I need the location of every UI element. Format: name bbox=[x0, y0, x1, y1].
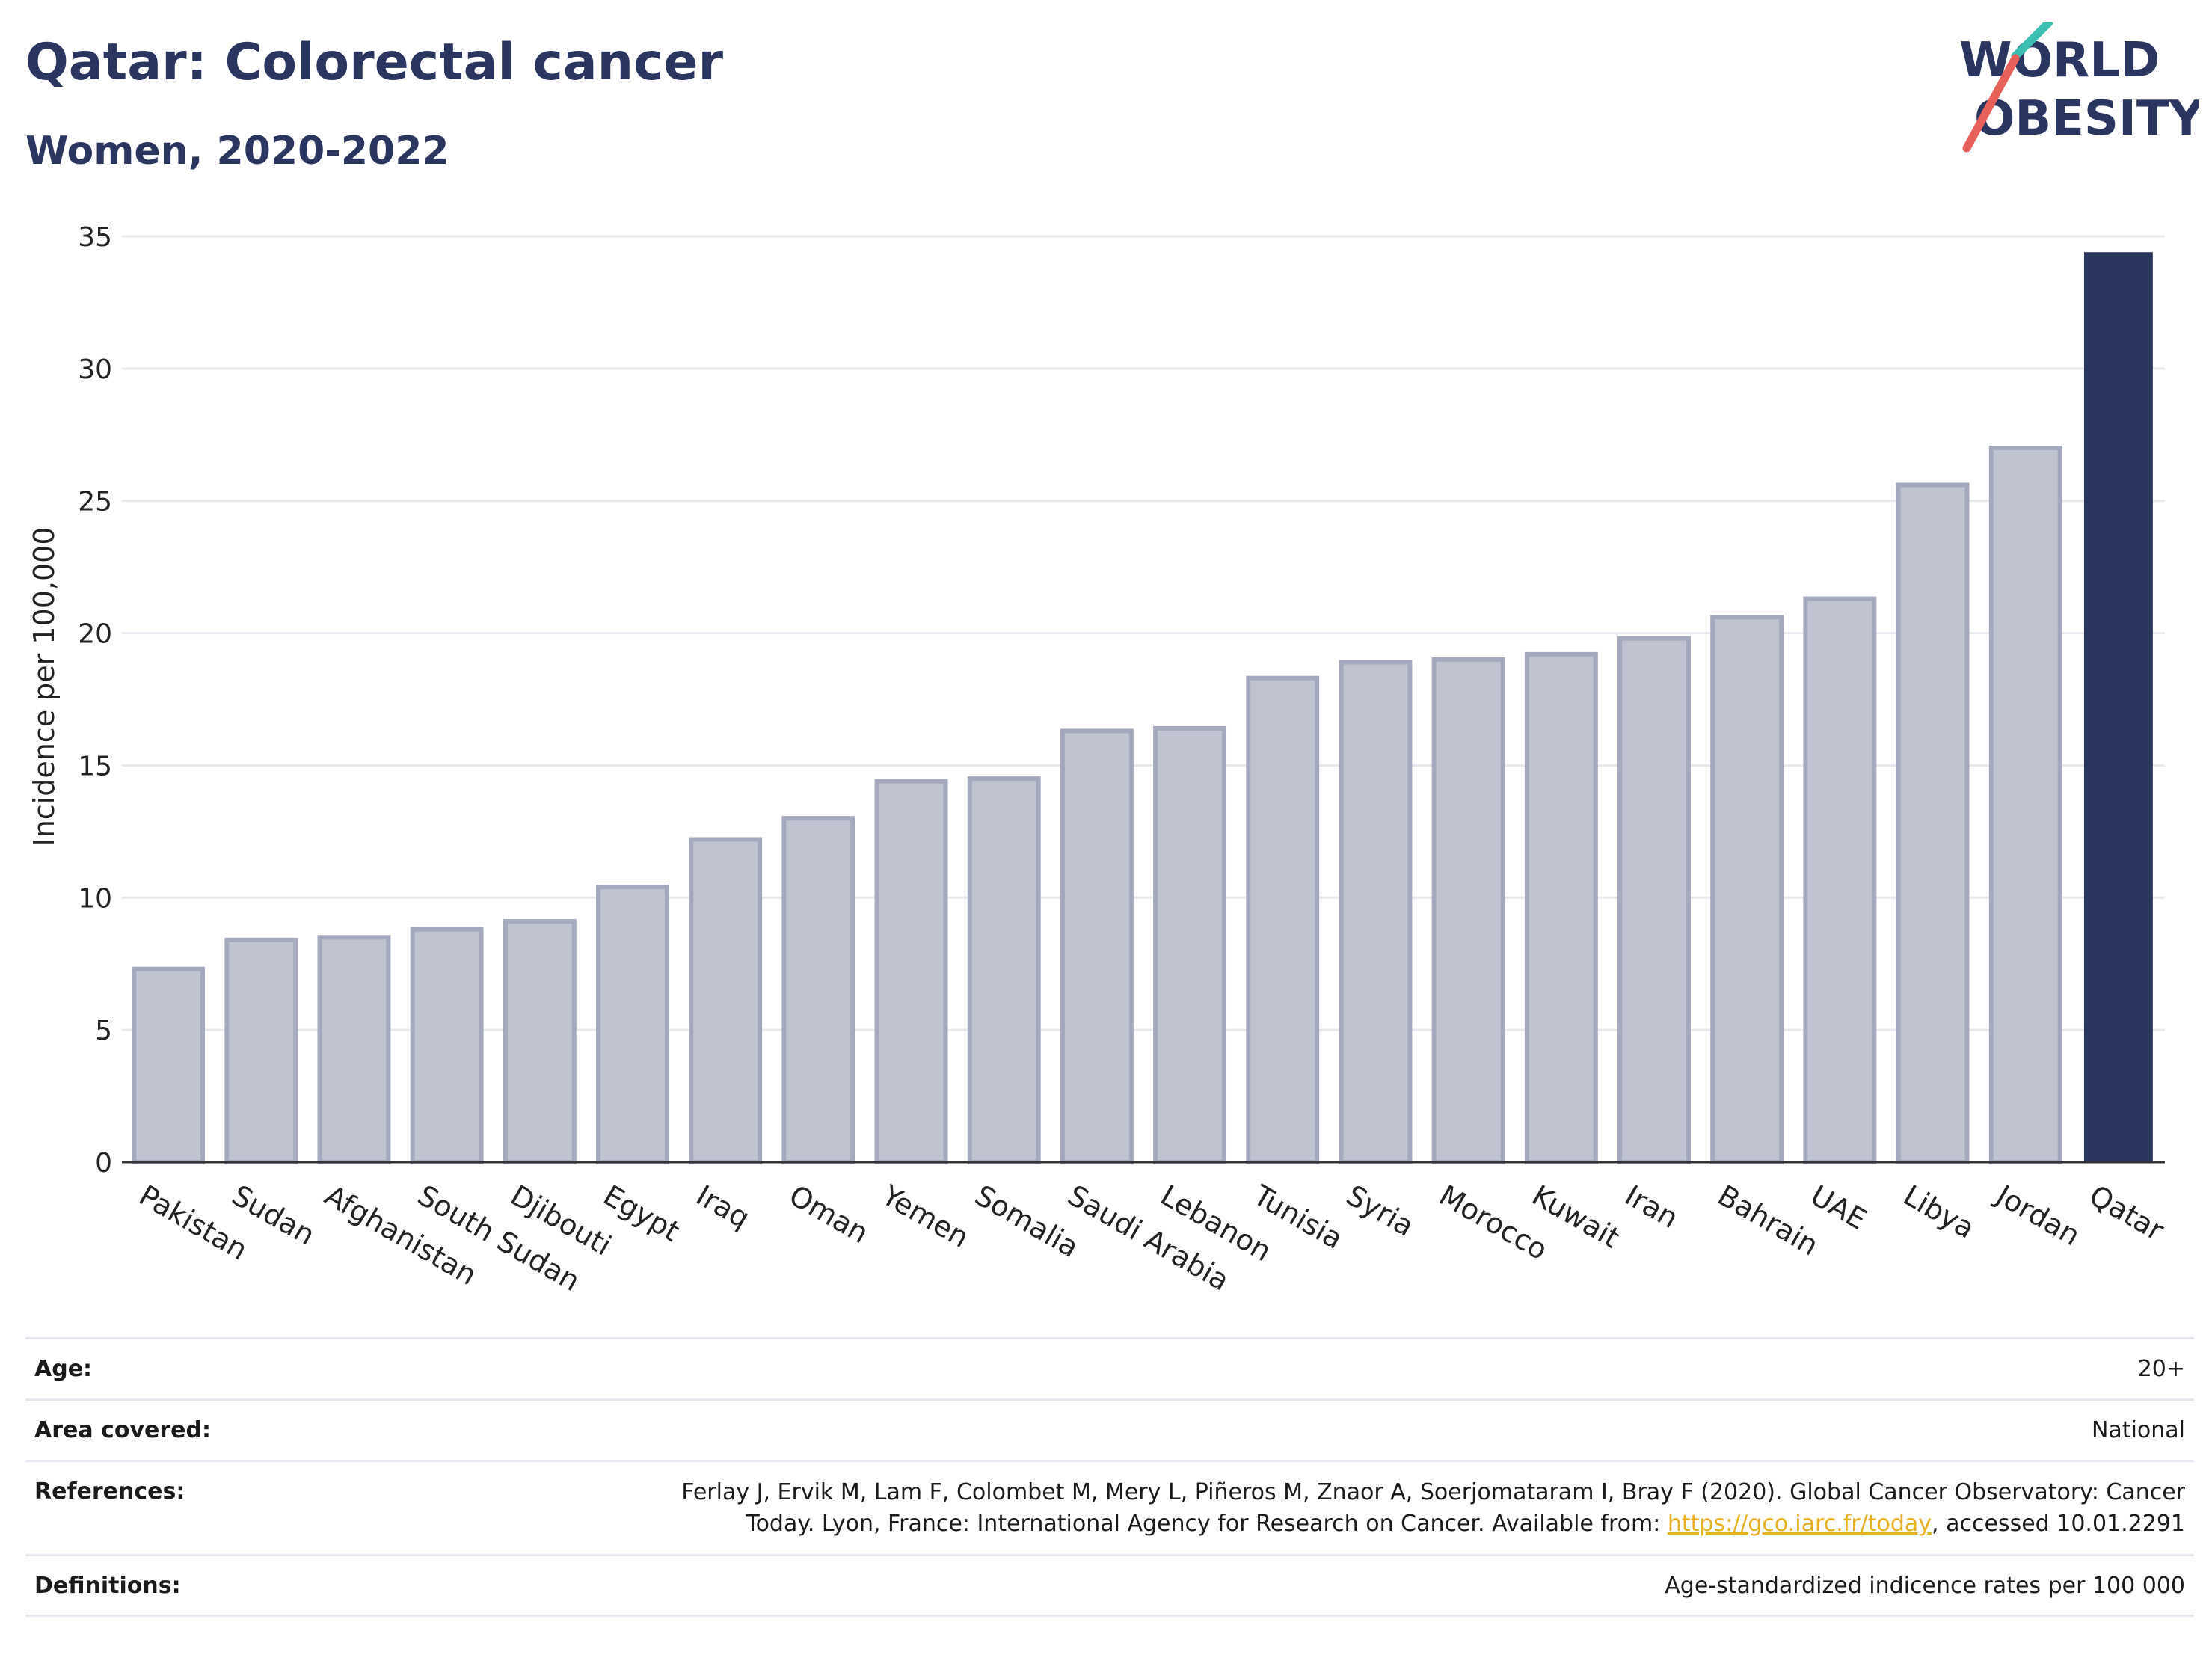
definitions-label: Definitions: bbox=[34, 1572, 181, 1599]
info-row-area: Area covered: National bbox=[25, 1398, 2194, 1460]
references-value: Ferlay J, Ervik M, Lam F, Colombet M, Me… bbox=[681, 1477, 2185, 1540]
x-tick-label: Bahrain bbox=[1712, 1179, 1824, 1262]
area-label: Area covered: bbox=[34, 1417, 211, 1443]
x-tick-label: Libya bbox=[1898, 1179, 1980, 1245]
logo-slash-teal-icon bbox=[2011, 22, 2053, 61]
x-tick-label: Oman bbox=[784, 1179, 874, 1250]
bar-iran bbox=[1617, 636, 1691, 1164]
y-tick-label: 20 bbox=[78, 619, 112, 650]
references-label: References: bbox=[34, 1479, 185, 1505]
logo-slash-red-icon bbox=[1962, 54, 2020, 153]
bar-egypt bbox=[596, 885, 669, 1164]
y-tick-labels: 0 5 10 15 20 25 30 35 bbox=[78, 222, 112, 1179]
age-label: Age: bbox=[34, 1356, 93, 1382]
x-tick-label: Iraq bbox=[691, 1179, 755, 1235]
y-tick-label: 25 bbox=[78, 487, 112, 518]
bar-lebanon bbox=[1153, 725, 1227, 1164]
bar-kuwait bbox=[1524, 651, 1598, 1164]
info-row-references: References: Ferlay J, Ervik M, Lam F, Co… bbox=[25, 1460, 2194, 1554]
x-tick-label: Jordan bbox=[1989, 1178, 2085, 1253]
y-axis-label: Incidence per 100,000 bbox=[28, 526, 61, 846]
x-tick-label: Somalia bbox=[969, 1179, 1084, 1264]
bar-djibouti bbox=[503, 919, 577, 1164]
bar-uae bbox=[1803, 596, 1877, 1164]
bar-sudan bbox=[224, 937, 298, 1164]
bar-south-sudan bbox=[410, 927, 484, 1165]
y-tick-label: 15 bbox=[78, 751, 112, 782]
bar-syria bbox=[1339, 660, 1413, 1164]
references-line2: Today. Lyon, France: International Agenc… bbox=[681, 1508, 2185, 1540]
area-value: National bbox=[2091, 1417, 2185, 1443]
chart-subtitle: Women, 2020-2022 bbox=[25, 129, 449, 174]
world-obesity-logo: WORLD OBESITY bbox=[1959, 22, 2199, 153]
info-table: Age: 20+ Area covered: National Referenc… bbox=[25, 1337, 2194, 1617]
y-tick-label: 30 bbox=[78, 354, 112, 385]
x-tick-label: Yemen bbox=[876, 1178, 974, 1254]
bar-tunisia bbox=[1246, 675, 1320, 1164]
bars bbox=[132, 252, 2153, 1165]
references-line2-pre: Today. Lyon, France: International Agenc… bbox=[746, 1510, 1668, 1537]
bar-oman bbox=[781, 816, 855, 1164]
age-value: 20+ bbox=[2137, 1356, 2185, 1382]
bar-bahrain bbox=[1710, 615, 1784, 1164]
bar-morocco bbox=[1431, 657, 1505, 1164]
bar-chart: 0 5 10 15 20 25 30 35 PakistanSudanAfghanistanS… bbox=[28, 222, 2170, 1298]
chart-title: Qatar: Colorectal cancer bbox=[25, 33, 724, 92]
references-link[interactable]: https://gco.iarc.fr/today bbox=[1667, 1510, 1932, 1537]
x-tick-label: Syria bbox=[1341, 1179, 1419, 1243]
logo-line1: WORLD bbox=[1959, 33, 2160, 88]
bar-iraq bbox=[689, 837, 763, 1165]
bar-saudi-arabia bbox=[1060, 728, 1134, 1164]
references-line2-post: , accessed 10.01.2291 bbox=[1932, 1510, 2185, 1537]
y-tick-label: 5 bbox=[95, 1016, 112, 1046]
bar-afghanistan bbox=[317, 935, 391, 1165]
x-tick-label: Qatar bbox=[2083, 1179, 2169, 1247]
bar-pakistan bbox=[132, 966, 206, 1164]
references-line1: Ferlay J, Ervik M, Lam F, Colombet M, Me… bbox=[681, 1479, 2185, 1505]
logo-line2: OBESITY bbox=[1974, 91, 2199, 147]
bar-yemen bbox=[874, 779, 948, 1165]
bar-jordan bbox=[1988, 445, 2062, 1164]
y-tick-label: 35 bbox=[78, 222, 112, 253]
y-tick-label: 10 bbox=[78, 883, 112, 914]
info-row-definitions: Definitions: Age-standardized indicence … bbox=[25, 1554, 2194, 1617]
x-tick-label: UAE bbox=[1805, 1179, 1872, 1236]
x-tick-label: Iran bbox=[1620, 1179, 1684, 1235]
definitions-value: Age-standardized indicence rates per 100… bbox=[1665, 1572, 2185, 1599]
info-row-age: Age: 20+ bbox=[25, 1337, 2194, 1398]
bar-libya bbox=[1896, 482, 1970, 1164]
bar-somalia bbox=[967, 776, 1041, 1164]
bar-qatar bbox=[2083, 252, 2153, 1162]
y-tick-label: 0 bbox=[95, 1148, 112, 1179]
